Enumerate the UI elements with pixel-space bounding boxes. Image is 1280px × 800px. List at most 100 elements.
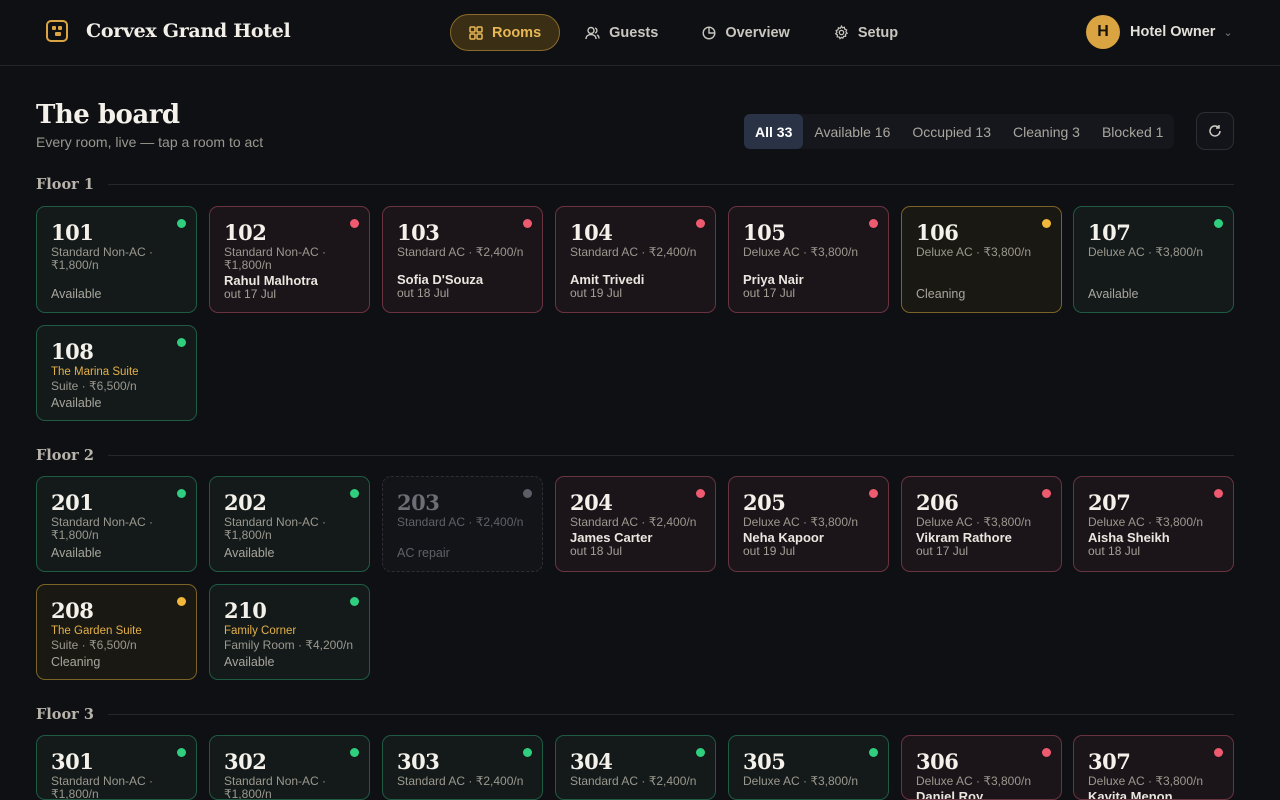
status-dot xyxy=(696,489,705,498)
room-type: Deluxe AC · ₹3,800/n xyxy=(743,774,859,788)
room-type: Standard Non-AC · ₹1,800/n xyxy=(224,515,327,542)
room-number: 106 xyxy=(916,220,959,245)
filter-cleaning[interactable]: Cleaning 3 xyxy=(1013,123,1080,140)
room-card-203[interactable]: 203 Standard AC · ₹2,400/n AC repair xyxy=(382,476,543,572)
room-card-303[interactable]: 303 Standard AC · ₹2,400/n xyxy=(382,735,543,800)
checkout-date: out 19 Jul xyxy=(570,286,623,300)
room-type: Standard AC · ₹2,400/n xyxy=(570,774,697,788)
room-card-301[interactable]: 301 Standard Non-AC · ₹1,800/n xyxy=(36,735,197,800)
guest-name: Neha Kapoor xyxy=(743,530,824,545)
status-dot xyxy=(1042,219,1051,228)
room-type: Deluxe AC · ₹3,800/n xyxy=(916,774,1032,788)
status-dot xyxy=(1214,219,1223,228)
user-menu[interactable]: H Hotel Owner ⌄ xyxy=(1086,15,1233,49)
room-card-105[interactable]: 105 Deluxe AC · ₹3,800/n Priya Nair out … xyxy=(728,206,889,313)
room-status: Available xyxy=(51,546,102,560)
room-number: 107 xyxy=(1088,220,1131,245)
room-number: 203 xyxy=(397,490,440,515)
checkout-date: out 17 Jul xyxy=(743,286,796,300)
status-dot xyxy=(177,489,186,498)
filter-available[interactable]: Available 16 xyxy=(814,123,891,140)
room-card-302[interactable]: 302 Standard Non-AC · ₹1,800/n xyxy=(209,735,370,800)
room-number: 202 xyxy=(224,490,267,515)
room-card-206[interactable]: 206 Deluxe AC · ₹3,800/n Vikram Rathore … xyxy=(901,476,1062,572)
status-dot xyxy=(869,748,878,757)
status-dot xyxy=(177,597,186,606)
room-card-304[interactable]: 304 Standard AC · ₹2,400/n xyxy=(555,735,716,800)
room-type: Deluxe AC · ₹3,800/n xyxy=(1088,515,1204,529)
status-dot xyxy=(1042,489,1051,498)
room-type: Standard AC · ₹2,400/n xyxy=(397,774,524,788)
nav-overview-label: Overview xyxy=(725,24,790,41)
room-number: 210 xyxy=(224,598,267,623)
status-dot xyxy=(350,219,359,228)
filter-occupied[interactable]: Occupied 13 xyxy=(912,123,991,140)
room-number: 104 xyxy=(570,220,613,245)
room-card-106[interactable]: 106 Deluxe AC · ₹3,800/n Cleaning xyxy=(901,206,1062,313)
chevron-down-icon: ⌄ xyxy=(1223,26,1233,39)
room-card-306[interactable]: 306 Deluxe AC · ₹3,800/n Daniel Roy xyxy=(901,735,1062,800)
room-number: 301 xyxy=(51,749,94,774)
room-number: 306 xyxy=(916,749,959,774)
room-type: Deluxe AC · ₹3,800/n xyxy=(743,245,859,259)
room-type: Standard Non-AC · ₹1,800/n xyxy=(51,774,154,800)
room-card-202[interactable]: 202 Standard Non-AC · ₹1,800/n Available xyxy=(209,476,370,572)
status-dot xyxy=(1214,748,1223,757)
room-card-307[interactable]: 307 Deluxe AC · ₹3,800/n Kavita Menon xyxy=(1073,735,1234,800)
room-card-103[interactable]: 103 Standard AC · ₹2,400/n Sofia D'Souza… xyxy=(382,206,543,313)
nav-guests[interactable]: Guests xyxy=(566,14,677,51)
room-card-208[interactable]: 208 The Garden Suite Suite · ₹6,500/n Cl… xyxy=(36,584,197,680)
floor-title: Floor 1 xyxy=(36,176,94,193)
room-card-207[interactable]: 207 Deluxe AC · ₹3,800/n Aisha Sheikh ou… xyxy=(1073,476,1234,572)
room-number: 302 xyxy=(224,749,267,774)
status-filter-tabs: All 33 Available 16 Occupied 13 Cleaning… xyxy=(744,114,1175,149)
status-dot xyxy=(696,748,705,757)
nav-setup[interactable]: Setup xyxy=(815,14,917,51)
room-card-107[interactable]: 107 Deluxe AC · ₹3,800/n Available xyxy=(1073,206,1234,313)
grid-icon xyxy=(469,25,483,40)
room-type: Standard AC · ₹2,400/n xyxy=(397,245,524,259)
gear-icon xyxy=(834,25,848,40)
refresh-button[interactable] xyxy=(1196,112,1234,150)
room-number: 204 xyxy=(570,490,613,515)
room-number: 303 xyxy=(397,749,440,774)
room-number: 205 xyxy=(743,490,786,515)
brand[interactable]: Corvex Grand Hotel xyxy=(46,20,291,42)
room-number: 103 xyxy=(397,220,440,245)
room-status: AC repair xyxy=(397,546,450,560)
room-number: 305 xyxy=(743,749,786,774)
refresh-icon xyxy=(1209,125,1221,137)
room-card-210[interactable]: 210 Family Corner Family Room · ₹4,200/n… xyxy=(209,584,370,680)
room-nickname: The Marina Suite xyxy=(51,366,139,378)
room-card-205[interactable]: 205 Deluxe AC · ₹3,800/n Neha Kapoor out… xyxy=(728,476,889,572)
filter-blocked[interactable]: Blocked 1 xyxy=(1101,123,1164,140)
page-title: The board xyxy=(36,100,180,130)
room-card-102[interactable]: 102 Standard Non-AC · ₹1,800/n Rahul Mal… xyxy=(209,206,370,313)
room-card-204[interactable]: 204 Standard AC · ₹2,400/n James Carter … xyxy=(555,476,716,572)
app-title: Corvex Grand Hotel xyxy=(86,20,291,42)
room-card-108[interactable]: 108 The Marina Suite Suite · ₹6,500/n Av… xyxy=(36,325,197,421)
room-status: Cleaning xyxy=(916,287,966,301)
status-dot xyxy=(869,489,878,498)
room-card-305[interactable]: 305 Deluxe AC · ₹3,800/n xyxy=(728,735,889,800)
status-dot xyxy=(350,748,359,757)
room-type: Deluxe AC · ₹3,800/n xyxy=(1088,774,1204,788)
nav-overview[interactable]: Overview xyxy=(683,14,809,51)
room-card-101[interactable]: 101 Standard Non-AC · ₹1,800/n Available xyxy=(36,206,197,313)
room-type: Deluxe AC · ₹3,800/n xyxy=(1088,245,1204,259)
guest-name: Priya Nair xyxy=(743,272,804,287)
nav-rooms[interactable]: Rooms xyxy=(450,14,561,51)
checkout-date: out 18 Jul xyxy=(1088,544,1141,558)
room-card-104[interactable]: 104 Standard AC · ₹2,400/n Amit Trivedi … xyxy=(555,206,716,313)
nav-rooms-label: Rooms xyxy=(492,24,542,41)
floor-header: Floor 1 xyxy=(36,176,1234,193)
room-type: Standard Non-AC · ₹1,800/n xyxy=(51,515,154,542)
guest-name: James Carter xyxy=(570,530,653,545)
main-nav: Rooms Guests Overview Setup xyxy=(450,14,923,51)
room-card-201[interactable]: 201 Standard Non-AC · ₹1,800/n Available xyxy=(36,476,197,572)
filter-all[interactable]: All 33 xyxy=(744,114,804,149)
status-dot xyxy=(177,338,186,347)
guest-name: Kavita Menon xyxy=(1088,789,1173,800)
room-type: Standard AC · ₹2,400/n xyxy=(397,515,524,529)
guest-name: Rahul Malhotra xyxy=(224,273,318,288)
